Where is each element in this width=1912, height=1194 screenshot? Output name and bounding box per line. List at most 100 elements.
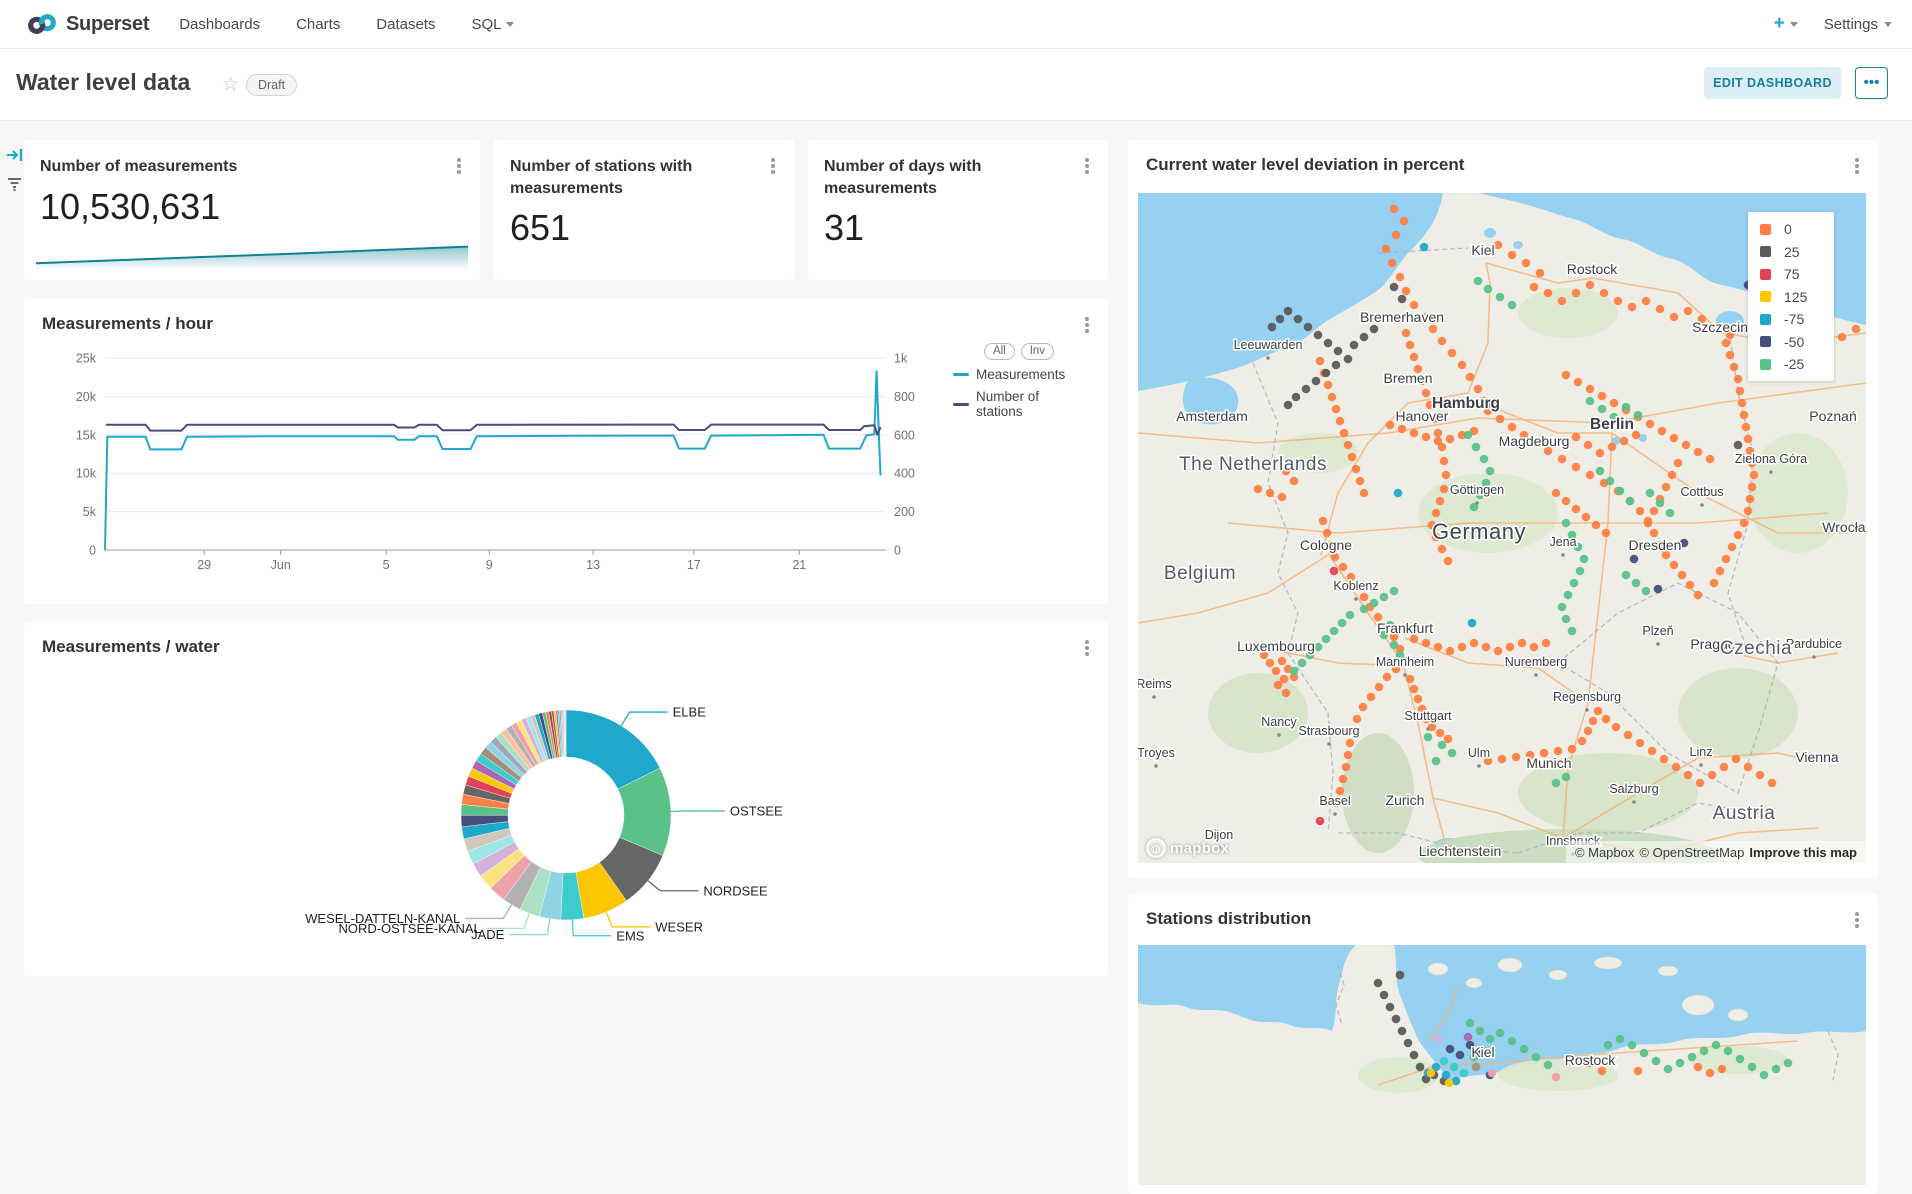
legend-label: -50 bbox=[1784, 334, 1804, 350]
legend-swatch bbox=[1760, 246, 1771, 257]
svg-text:NORDSEE: NORDSEE bbox=[703, 883, 768, 898]
chart-menu-icon[interactable] bbox=[1080, 315, 1094, 335]
map-city-label: Pardubice bbox=[1786, 637, 1842, 651]
nav-item-dashboards[interactable]: Dashboards bbox=[179, 16, 260, 33]
mapbox-logo[interactable]: ◍ mapbox bbox=[1146, 838, 1229, 858]
svg-text:15k: 15k bbox=[76, 428, 97, 442]
map-city-label: Berlin bbox=[1590, 416, 1634, 433]
chart-menu-icon[interactable] bbox=[452, 156, 466, 176]
map-city-label: Liechtenstein bbox=[1419, 843, 1502, 859]
legend-label: 125 bbox=[1784, 289, 1807, 305]
map-city-label: Czechia bbox=[1720, 638, 1792, 659]
page-title: Water level data bbox=[16, 69, 190, 96]
expand-filter-bar-icon[interactable] bbox=[6, 147, 24, 168]
chart-title: Measurements / water bbox=[42, 636, 220, 659]
chart-title: Current water level deviation in percent bbox=[1146, 154, 1464, 177]
svg-text:5k: 5k bbox=[83, 505, 97, 519]
improve-map-link[interactable]: Improve this map bbox=[1749, 845, 1857, 860]
chart-menu-icon[interactable] bbox=[1080, 638, 1094, 658]
map-city-label: Salzburg bbox=[1609, 782, 1658, 796]
map-city-label: Dresden bbox=[1629, 537, 1682, 553]
map-legend-item[interactable]: -75 bbox=[1760, 311, 1834, 327]
map-legend-item[interactable]: 125 bbox=[1760, 289, 1834, 305]
legend-swatch bbox=[1760, 269, 1771, 280]
map-city-label: Kiel bbox=[1471, 242, 1494, 258]
svg-text:WESEL-DATTELN-KANAL: WESEL-DATTELN-KANAL bbox=[305, 911, 460, 926]
brand-name: Superset bbox=[66, 13, 149, 36]
superset-logo[interactable]: Superset bbox=[26, 12, 149, 36]
svg-text:29: 29 bbox=[197, 558, 211, 572]
svg-text:600: 600 bbox=[894, 428, 915, 442]
legend-item-measurements[interactable]: Measurements bbox=[953, 367, 1085, 382]
legend-label: -25 bbox=[1784, 356, 1804, 372]
map-city-label: Koblenz bbox=[1333, 579, 1378, 593]
map-city-label: Amsterdam bbox=[1176, 408, 1248, 424]
new-item-button[interactable]: + bbox=[1774, 13, 1798, 35]
chart-menu-icon[interactable] bbox=[766, 156, 780, 176]
status-badge: Draft bbox=[246, 74, 297, 96]
map-legend-item[interactable]: 25 bbox=[1760, 244, 1834, 260]
svg-text:10k: 10k bbox=[76, 467, 97, 481]
legend-swatch bbox=[953, 403, 969, 406]
map-city-label: Reims bbox=[1138, 677, 1172, 691]
map-legend-item[interactable]: 75 bbox=[1760, 266, 1834, 282]
water-donut-chart: ELBEOSTSEENORDSEEWESEREMSJADENORD-OSTSEE… bbox=[24, 622, 1108, 976]
map-city-label: Germany bbox=[1432, 519, 1526, 544]
map-city-label: Belgium bbox=[1164, 563, 1236, 584]
svg-text:13: 13 bbox=[586, 558, 600, 572]
stations-distribution-panel: Stations distribution KielRostock bbox=[1128, 894, 1878, 1194]
legend-item-stations[interactable]: Number of stations bbox=[953, 389, 1085, 419]
map-legend-item[interactable]: 0 bbox=[1760, 221, 1834, 237]
nav-item-datasets[interactable]: Datasets bbox=[376, 16, 435, 33]
kpi-title: Number of days with measurements bbox=[808, 140, 1108, 199]
kpi-title: Number of stations with measurements bbox=[494, 140, 794, 199]
map-city-label: Bremen bbox=[1383, 370, 1432, 386]
hour-chart-legend: All Inv Measurements Number of stations bbox=[953, 343, 1085, 419]
map-legend-item[interactable]: -50 bbox=[1760, 334, 1834, 350]
chart-menu-icon[interactable] bbox=[1850, 910, 1864, 930]
svg-text:20k: 20k bbox=[76, 390, 97, 404]
map-city-label: Magdeburg bbox=[1499, 433, 1570, 449]
svg-text:0: 0 bbox=[89, 544, 96, 558]
measurements-hour-panel: Measurements / hour 25k1k20k80015k60010k… bbox=[24, 299, 1108, 604]
dashboard-page: Superset Dashboards Charts Datasets SQL … bbox=[0, 0, 1912, 1081]
map-legend-item[interactable]: -25 bbox=[1760, 356, 1834, 372]
osm-attribution-link[interactable]: © OpenStreetMap bbox=[1639, 845, 1744, 860]
map-city-label: Zielona Góra bbox=[1735, 452, 1807, 466]
map-city-label: Basel bbox=[1319, 794, 1350, 808]
map-city-label: Bremerhaven bbox=[1360, 309, 1444, 325]
favorite-star-icon[interactable]: ☆ bbox=[222, 73, 239, 96]
map-canvas: Kiel Rostock bbox=[1138, 945, 1866, 1185]
map-city-label: Zurich bbox=[1386, 792, 1425, 808]
filter-icon[interactable] bbox=[6, 176, 24, 197]
svg-text:400: 400 bbox=[894, 467, 915, 481]
legend-inv-button[interactable]: Inv bbox=[1021, 343, 1054, 360]
deviation-map[interactable]: KielRostockSzczecinLeeuwardenBremerhaven… bbox=[1138, 193, 1866, 863]
map-city-label: Szczecin bbox=[1692, 319, 1748, 335]
nav-item-charts[interactable]: Charts bbox=[296, 16, 340, 33]
edit-dashboard-button[interactable]: EDIT DASHBOARD bbox=[1704, 67, 1841, 99]
svg-text:200: 200 bbox=[894, 505, 915, 519]
mapbox-attribution-link[interactable]: © Mapbox bbox=[1575, 845, 1634, 860]
legend-swatch bbox=[1760, 291, 1771, 302]
measurements-water-panel: Measurements / water ELBEOSTSEENORDSEEWE… bbox=[24, 622, 1108, 976]
chart-menu-icon[interactable] bbox=[1850, 156, 1864, 176]
chevron-down-icon bbox=[506, 22, 514, 27]
map-city-label: Austria bbox=[1713, 803, 1776, 824]
settings-menu[interactable]: Settings bbox=[1824, 16, 1892, 33]
map-city-label: Hanover bbox=[1396, 408, 1449, 424]
chart-menu-icon[interactable] bbox=[1080, 156, 1094, 176]
legend-all-button[interactable]: All bbox=[984, 343, 1015, 360]
map-city-label: Linz bbox=[1690, 745, 1713, 759]
map-city-label: Kiel bbox=[1471, 1044, 1494, 1060]
map-city-label: Nancy bbox=[1261, 715, 1297, 729]
svg-text:OSTSEE: OSTSEE bbox=[730, 803, 783, 818]
legend-label: 75 bbox=[1784, 266, 1800, 282]
nav-item-sql[interactable]: SQL bbox=[471, 16, 514, 33]
top-nav: Superset Dashboards Charts Datasets SQL … bbox=[0, 0, 1912, 49]
legend-label: -75 bbox=[1784, 311, 1804, 327]
dashboard-more-button[interactable]: ••• bbox=[1855, 67, 1888, 99]
stations-map[interactable]: Kiel Rostock bbox=[1138, 945, 1866, 1185]
map-city-label: Rostock bbox=[1565, 1052, 1617, 1068]
map-city-label: Plzeň bbox=[1642, 624, 1673, 638]
